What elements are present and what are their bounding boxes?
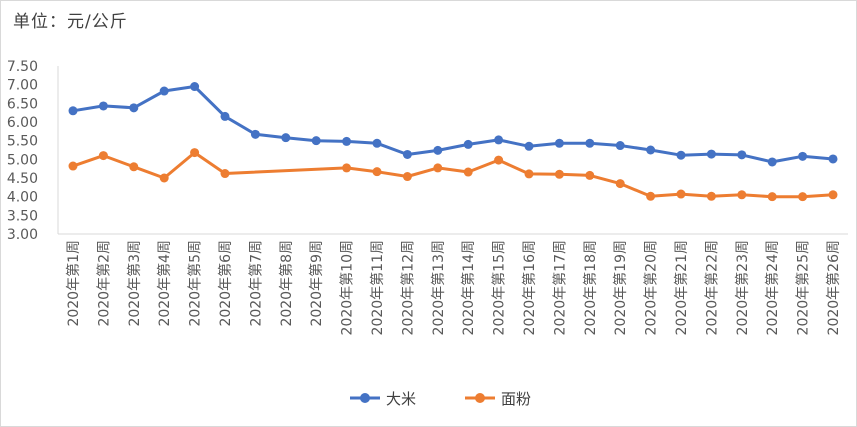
data-point xyxy=(190,82,200,92)
y-tick-label: 5.50 xyxy=(7,134,38,150)
data-point xyxy=(615,179,625,189)
x-tick-label: 2020年第18周 xyxy=(582,240,599,335)
data-point xyxy=(129,103,139,113)
x-tick-label: 2020年第12周 xyxy=(399,240,416,335)
data-point xyxy=(676,150,686,160)
data-point xyxy=(798,192,808,202)
x-tick-label: 2020年第10周 xyxy=(339,240,356,335)
y-tick-label: 6.50 xyxy=(7,96,38,112)
series-line-1 xyxy=(72,85,834,164)
data-point xyxy=(494,155,504,165)
data-point xyxy=(463,139,473,149)
x-tick-label: 2020年第14周 xyxy=(460,240,477,335)
data-point xyxy=(676,189,686,199)
data-point xyxy=(311,136,321,146)
x-tick-label: 2020年第26周 xyxy=(825,240,842,335)
data-point xyxy=(554,169,564,179)
legend-marker xyxy=(360,393,370,403)
data-point xyxy=(220,111,230,121)
legend-label: 面粉 xyxy=(501,390,531,408)
data-point xyxy=(798,151,808,161)
x-tick-label: 2020年第6周 xyxy=(217,240,234,327)
y-tick-label: 4.50 xyxy=(7,171,38,187)
y-tick-label: 7.50 xyxy=(7,59,38,75)
x-tick-label: 2020年第25周 xyxy=(795,240,812,335)
data-point xyxy=(646,191,656,201)
x-tick-label: 2020年第9周 xyxy=(308,240,325,327)
y-tick-label: 6.00 xyxy=(7,115,38,131)
data-point xyxy=(524,169,534,179)
x-tick-label: 2020年第17周 xyxy=(551,240,568,335)
x-tick-label: 2020年第13周 xyxy=(430,240,447,335)
data-point xyxy=(615,141,625,151)
data-point xyxy=(159,173,169,183)
data-point xyxy=(433,163,443,173)
data-point xyxy=(767,192,777,202)
legend-marker xyxy=(475,393,485,403)
data-point xyxy=(706,191,716,201)
data-point xyxy=(402,172,412,182)
data-point xyxy=(342,136,352,146)
x-tick-label: 2020年第22周 xyxy=(703,240,720,335)
data-point xyxy=(220,169,230,179)
data-point xyxy=(129,162,139,172)
data-point xyxy=(646,145,656,155)
y-tick-label: 4.00 xyxy=(7,190,38,206)
x-tick-label: 2020年第24周 xyxy=(764,240,781,335)
data-point xyxy=(281,133,291,143)
data-point xyxy=(159,86,169,96)
x-tick-label: 2020年第4周 xyxy=(156,240,173,327)
data-point xyxy=(190,148,200,158)
data-point xyxy=(585,138,595,148)
y-tick-label: 5.00 xyxy=(7,152,38,168)
x-tick-label: 2020年第1周 xyxy=(65,240,82,327)
data-point xyxy=(706,149,716,159)
legend-label: 大米 xyxy=(386,390,416,408)
data-point xyxy=(98,101,108,111)
data-point xyxy=(737,150,747,160)
data-point xyxy=(402,149,412,159)
x-tick-label: 2020年第3周 xyxy=(126,240,143,327)
data-point xyxy=(828,154,838,164)
data-point xyxy=(524,141,534,151)
x-tick-label: 2020年第20周 xyxy=(643,240,660,335)
x-tick-label: 2020年第23周 xyxy=(734,240,751,335)
data-point xyxy=(372,167,382,177)
data-point xyxy=(433,145,443,155)
x-tick-label: 2020年第15周 xyxy=(491,240,508,335)
data-point xyxy=(737,190,747,200)
data-point xyxy=(68,161,78,171)
data-point xyxy=(828,190,838,200)
x-tick-label: 2020年第16周 xyxy=(521,240,538,335)
x-tick-label: 2020年第21周 xyxy=(673,240,690,335)
data-point xyxy=(767,157,777,167)
x-tick-label: 2020年第19周 xyxy=(612,240,629,335)
data-point xyxy=(342,163,352,173)
x-tick-label: 2020年第8周 xyxy=(278,240,295,327)
data-point xyxy=(68,106,78,116)
data-point xyxy=(494,135,504,145)
series-line-2 xyxy=(72,151,834,199)
y-tick-label: 3.00 xyxy=(7,227,38,243)
data-point xyxy=(554,138,564,148)
data-point xyxy=(585,170,595,180)
x-tick-label: 2020年第11周 xyxy=(369,240,386,335)
x-tick-label: 2020年第7周 xyxy=(247,240,264,327)
data-point xyxy=(372,138,382,148)
unit-label: 单位：元/公斤 xyxy=(13,12,128,32)
y-tick-label: 3.50 xyxy=(7,208,38,224)
x-tick-label: 2020年第5周 xyxy=(187,240,204,327)
data-point xyxy=(98,151,108,161)
x-tick-label: 2020年第2周 xyxy=(95,240,112,327)
data-point xyxy=(250,129,260,139)
y-tick-label: 7.00 xyxy=(7,78,38,94)
data-point xyxy=(463,167,473,177)
